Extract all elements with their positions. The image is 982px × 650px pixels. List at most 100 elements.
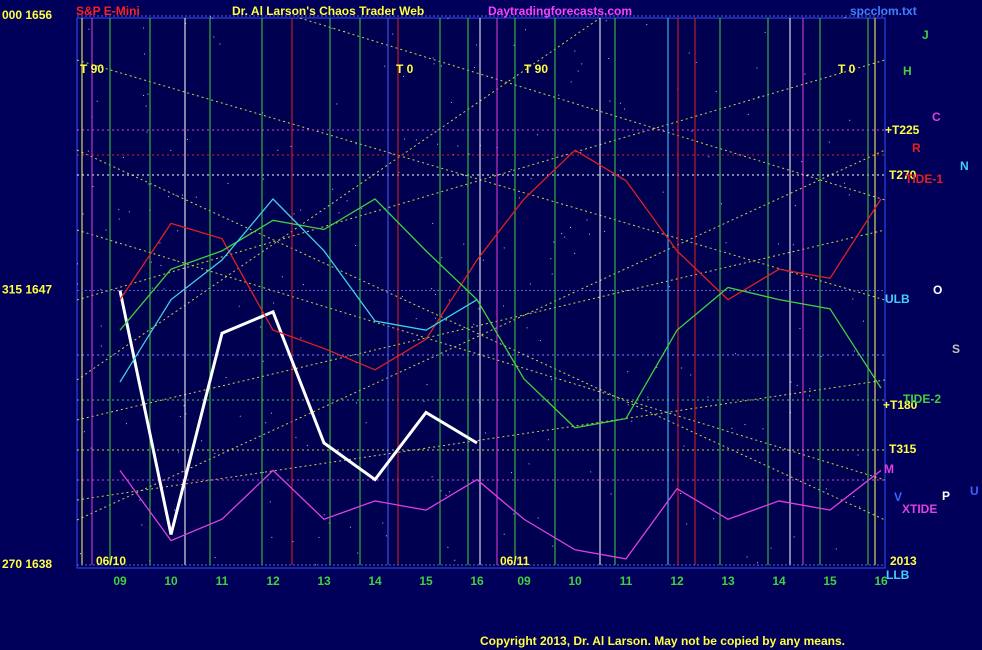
star [125, 423, 127, 425]
annotation: LLB [886, 568, 910, 582]
star [440, 65, 442, 67]
star [747, 113, 749, 115]
star [757, 562, 759, 564]
star [302, 284, 304, 286]
star [143, 94, 145, 96]
annotation: P [942, 489, 950, 503]
star [90, 447, 92, 449]
star [323, 514, 325, 516]
star [450, 101, 452, 103]
star [300, 209, 302, 211]
star [174, 509, 176, 511]
star [292, 541, 294, 543]
star [513, 513, 515, 515]
star [225, 377, 227, 379]
star [586, 219, 588, 221]
star [212, 17, 214, 19]
star [415, 139, 417, 141]
annotation: V [894, 490, 902, 504]
star [623, 108, 625, 110]
star [503, 533, 505, 535]
star [662, 191, 664, 193]
star [790, 381, 792, 383]
star [528, 463, 530, 465]
annotation: C [932, 110, 941, 124]
star [143, 27, 145, 29]
star [794, 205, 796, 207]
star [828, 141, 830, 143]
star [432, 57, 434, 59]
star [382, 522, 384, 524]
star [619, 102, 621, 104]
star [186, 138, 188, 140]
star [668, 286, 670, 288]
annotation: S [952, 342, 960, 356]
star [147, 93, 149, 95]
star [485, 432, 487, 434]
star [449, 491, 451, 493]
star [581, 63, 583, 65]
star [182, 194, 184, 196]
star [415, 318, 417, 320]
aspect-line [76, 229, 886, 421]
star [835, 548, 837, 550]
star [862, 320, 864, 322]
star [473, 323, 475, 325]
star [170, 149, 172, 151]
star [691, 130, 693, 132]
star [177, 230, 179, 232]
x-tick-label: 11 [620, 574, 633, 588]
annotation: T315 [889, 442, 917, 456]
star [357, 552, 359, 554]
x-tick-label: 11 [216, 574, 229, 588]
annotation: 06/10 [96, 554, 126, 568]
star [87, 150, 89, 152]
aspect-line [76, 17, 601, 381]
annotation: +T180 [883, 398, 918, 412]
star [809, 395, 811, 397]
star [115, 242, 117, 244]
star [83, 431, 85, 433]
aspect-line [76, 379, 886, 501]
star [355, 245, 357, 247]
star [433, 63, 435, 65]
star [715, 91, 717, 93]
star [277, 149, 279, 151]
star [213, 36, 215, 38]
star [552, 545, 554, 547]
star [680, 492, 682, 494]
star [510, 472, 512, 474]
star [577, 70, 579, 72]
star [318, 536, 320, 538]
star [168, 196, 170, 198]
star [764, 31, 766, 33]
star [435, 317, 437, 319]
star [355, 143, 357, 145]
star [445, 494, 447, 496]
star [454, 559, 456, 561]
series-line [119, 149, 882, 371]
star [627, 371, 629, 373]
annotation: U [970, 484, 979, 498]
x-tick-label: 15 [419, 574, 433, 588]
star [401, 295, 403, 297]
star [214, 557, 216, 559]
star [854, 350, 856, 352]
star [756, 67, 758, 69]
annotation: T 0 [396, 62, 414, 76]
star [179, 415, 181, 417]
annotation: T 90 [80, 62, 104, 76]
star [656, 366, 658, 368]
annotation: T 0 [838, 62, 856, 76]
annotation: T 90 [524, 62, 548, 76]
annotation: Copyright 2013, Dr. Al Larson. May not b… [480, 634, 845, 648]
star [746, 556, 748, 558]
star [390, 153, 392, 155]
star [525, 29, 527, 31]
star [92, 186, 94, 188]
annotation: XTIDE [902, 502, 937, 516]
star [570, 226, 572, 228]
star [431, 288, 433, 290]
x-tick-label: 15 [823, 574, 837, 588]
